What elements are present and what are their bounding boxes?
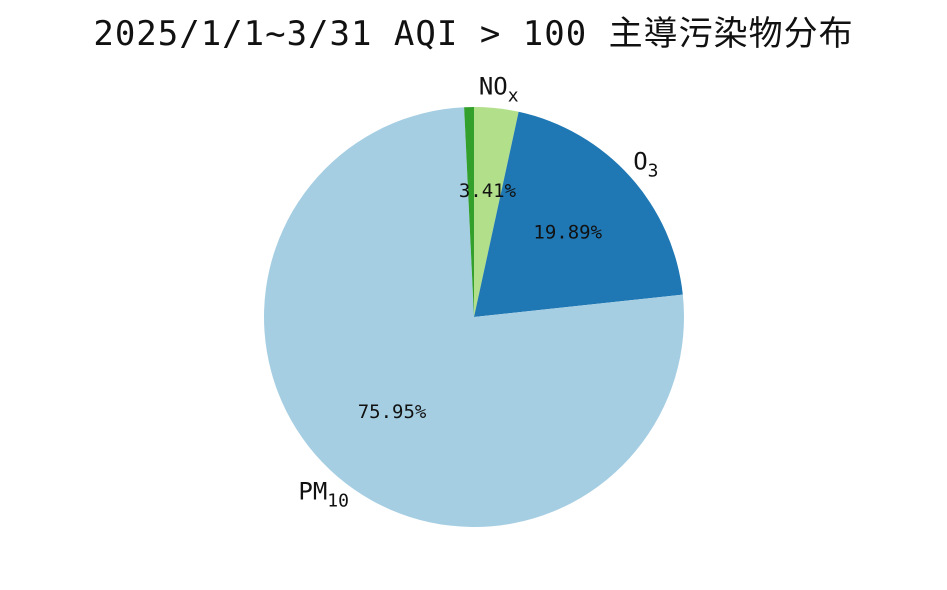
percent-label-o3: 19.89%: [533, 221, 602, 243]
pie-slice-pm10: [264, 107, 684, 527]
chart-title: 2025/1/1~3/31 AQI > 100 主導污染物分布: [93, 14, 854, 54]
percent-label-nox: 3.41%: [459, 180, 517, 202]
slice-label-subscript: 3: [648, 161, 659, 182]
slice-label-subscript: 10: [327, 490, 349, 511]
slice-label-nox: NOx: [479, 72, 519, 106]
pie-slice-nox: [474, 107, 519, 317]
slice-label-pm10: PM10: [298, 477, 349, 511]
slice-label-subscript: x: [508, 85, 519, 106]
pie-slice-o3: [474, 111, 683, 317]
pie-labels: 3.41% NOx 19.89% O3 75.95% PM10: [298, 72, 658, 511]
pie-slices: [264, 107, 684, 527]
pie-slice-minor: [464, 107, 474, 317]
slice-label-o3: O3: [633, 148, 658, 182]
slice-label-main: PM: [298, 477, 327, 505]
percent-label-pm10: 75.95%: [358, 401, 427, 423]
slice-label-main: NO: [479, 72, 508, 100]
slice-label-main: O: [633, 148, 647, 176]
